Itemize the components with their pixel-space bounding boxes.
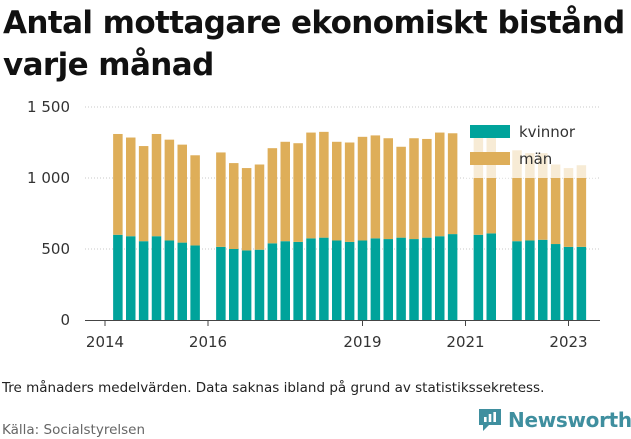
bar-kvinnor xyxy=(126,236,136,320)
bar-kvinnor xyxy=(525,240,535,320)
bar-kvinnor xyxy=(383,239,393,320)
y-tick-label: 1 000 xyxy=(27,169,70,187)
bar-man xyxy=(344,142,355,242)
bar-kvinnor xyxy=(512,241,522,320)
bar-man xyxy=(280,141,290,242)
bar-man xyxy=(151,133,162,237)
bar-kvinnor xyxy=(177,242,187,320)
bar-kvinnor xyxy=(293,241,303,320)
bar-kvinnor xyxy=(306,238,316,320)
bar-kvinnor xyxy=(357,240,368,320)
bar-man xyxy=(473,135,484,235)
bar-kvinnor xyxy=(422,237,432,320)
bar-man xyxy=(177,144,187,243)
bar-man xyxy=(563,168,574,247)
bar-man xyxy=(512,150,522,242)
x-tick-label: 2023 xyxy=(549,333,587,351)
legend-swatch-kvinnor xyxy=(470,125,510,138)
bar-man xyxy=(319,131,329,238)
y-tick-label: 1 500 xyxy=(27,98,70,116)
y-axis-ticks: 0 500 1 000 1 500 xyxy=(27,98,70,329)
bar-kvinnor xyxy=(370,238,381,320)
bar-man xyxy=(383,138,393,240)
bar-kvinnor xyxy=(164,240,175,320)
bar-man xyxy=(550,164,561,245)
bar-man xyxy=(357,136,368,241)
bar-man xyxy=(409,138,419,240)
bar-kvinnor xyxy=(138,241,149,320)
x-tick-label: 2016 xyxy=(189,333,227,351)
legend-label: kvinnor xyxy=(519,123,576,141)
bar-man xyxy=(254,164,265,250)
bar-kvinnor xyxy=(563,246,574,320)
legend-swatch-man xyxy=(470,152,510,165)
bar-kvinnor xyxy=(409,239,419,320)
bar-man xyxy=(126,137,136,237)
bar-kvinnor xyxy=(229,249,239,320)
bar-kvinnor xyxy=(550,244,561,320)
bar-kvinnor xyxy=(190,245,200,320)
bar-man xyxy=(435,132,445,237)
legend-label: män xyxy=(519,150,552,168)
bar-kvinnor xyxy=(241,250,252,320)
bar-kvinnor xyxy=(576,246,587,320)
bar-man xyxy=(267,148,278,244)
bar-man xyxy=(216,152,226,247)
bar-man xyxy=(229,163,239,249)
bar-kvinnor xyxy=(538,239,548,320)
bar-kvinnor xyxy=(254,249,265,320)
brand-name: Newsworthy xyxy=(508,408,631,432)
bar-kvinnor xyxy=(396,237,406,320)
bar-kvinnor xyxy=(332,240,342,320)
bar-man xyxy=(370,135,381,239)
newsworthy-logo-icon xyxy=(479,409,501,431)
bar-man xyxy=(241,168,252,251)
bar-man xyxy=(525,153,535,241)
bar-man xyxy=(447,133,458,235)
bar-kvinnor xyxy=(267,243,278,320)
x-tick-label: 2021 xyxy=(446,333,484,351)
bar-kvinnor xyxy=(486,233,496,320)
x-tick-label: 2014 xyxy=(86,333,124,351)
bar-kvinnor xyxy=(113,234,123,320)
bar-man xyxy=(293,143,303,242)
bar-man xyxy=(164,139,175,241)
bar-man xyxy=(138,146,149,242)
bar-man xyxy=(422,138,432,238)
bar-kvinnor xyxy=(473,234,484,320)
bar-man xyxy=(486,136,496,234)
bar-kvinnor xyxy=(344,241,355,320)
y-tick-label: 500 xyxy=(41,240,70,258)
bar-man xyxy=(306,132,316,239)
bar-man xyxy=(332,141,342,241)
bar-man xyxy=(113,133,123,235)
bar-kvinnor xyxy=(280,241,290,320)
bar-man xyxy=(190,155,200,246)
bar-kvinnor xyxy=(216,246,226,320)
bar-man xyxy=(538,153,548,240)
bar-man xyxy=(576,165,587,247)
bar-kvinnor xyxy=(151,236,162,320)
source-credit: Källa: Socialstyrelsen xyxy=(2,422,146,438)
chart-title: Antal mottagare ekonomiskt bistånd varje… xyxy=(3,5,625,83)
y-tick-label: 0 xyxy=(60,311,70,329)
bar-kvinnor xyxy=(447,234,458,320)
x-tick-label: 2019 xyxy=(343,333,381,351)
bar-kvinnor xyxy=(435,236,445,320)
chart-note: Tre månaders medelvärden. Data saknas ib… xyxy=(2,380,545,396)
bar-man xyxy=(396,146,406,238)
bar-chart: 0 500 1 000 1 500 2014 2016 2019 2021 2023 kvin… xyxy=(27,98,600,351)
legend: kvinnor män xyxy=(464,116,596,178)
brand-logo[interactable]: Newsworthy xyxy=(476,404,631,436)
x-axis: 2014 2016 2019 2021 2023 xyxy=(85,320,600,351)
bar-kvinnor xyxy=(319,237,329,320)
bar-series xyxy=(113,131,587,320)
